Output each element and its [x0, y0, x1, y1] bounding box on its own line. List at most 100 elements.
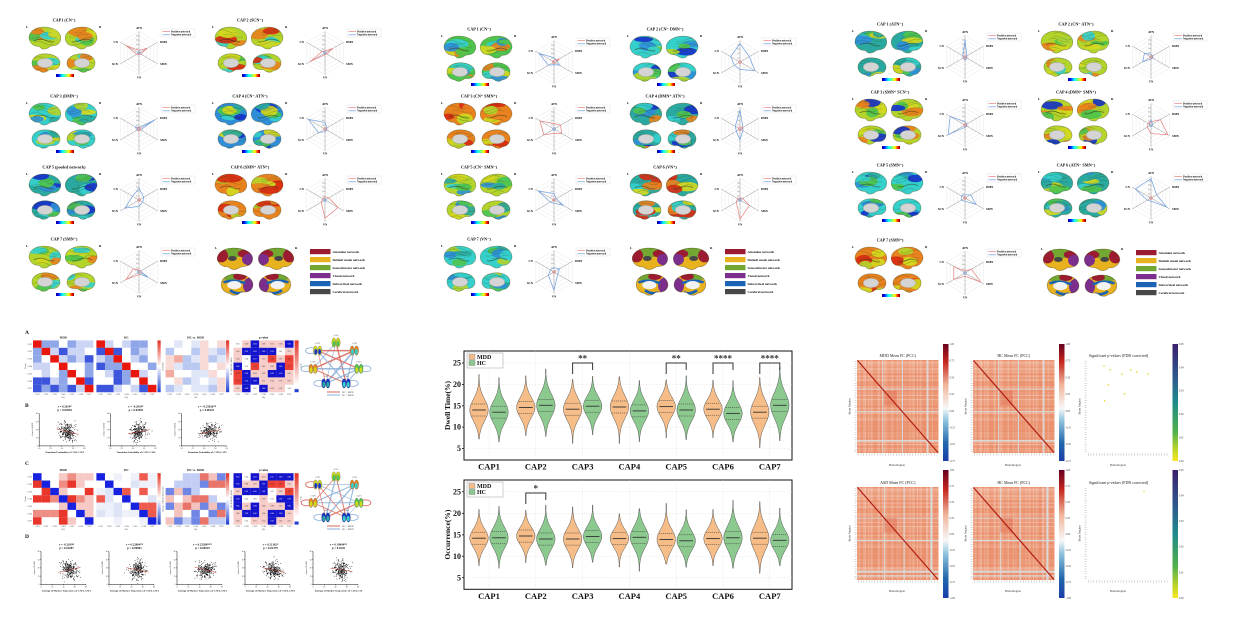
svg-text:CAP3: CAP3	[52, 525, 57, 528]
svg-text:0.8: 0.8	[322, 182, 324, 184]
svg-text:0.6: 0.6	[1148, 112, 1150, 114]
svg-text:0.04: 0.04	[1179, 495, 1184, 498]
svg-text:ATN: ATN	[737, 35, 744, 39]
svg-text:CAP2: CAP2	[27, 483, 32, 486]
svg-text:CAP6: CAP6	[210, 393, 215, 396]
svg-text:0.8: 0.8	[154, 448, 156, 450]
svg-text:0.2: 0.2	[551, 124, 553, 126]
svg-text:0.8: 0.8	[551, 44, 553, 46]
svg-text:CAP5: CAP5	[133, 525, 138, 528]
svg-text:40: 40	[242, 551, 244, 553]
svg-text:80: 80	[153, 587, 155, 589]
svg-text:10: 10	[107, 438, 109, 440]
svg-text:0.4: 0.4	[737, 191, 739, 193]
svg-text:0.075: 0.075	[262, 484, 266, 486]
svg-text:CAP3: CAP3	[356, 360, 361, 363]
svg-text:0.069: 0.069	[245, 388, 249, 390]
svg-text:0.018: 0.018	[288, 498, 292, 500]
svg-text:0.6: 0.6	[322, 116, 324, 118]
svg-text:Adjusted HAMD: Adjusted HAMD	[169, 560, 172, 574]
svg-text:Entropy of Markov Trajectories: Entropy of Markov Trajectories of CAP4-C…	[315, 589, 363, 592]
svg-text:0.098: 0.098	[262, 344, 266, 346]
svg-text:0.061: 0.061	[279, 351, 283, 353]
svg-text:SCN: SCN	[112, 209, 119, 213]
svg-text:CAP 3 (DMN⁻): CAP 3 (DMN⁻)	[50, 94, 78, 99]
svg-text:Visual network: Visual network	[748, 274, 770, 278]
svg-text:CN: CN	[300, 40, 305, 44]
svg-text:CAP1: CAP1	[35, 525, 40, 528]
svg-text:DMN: DMN	[986, 185, 994, 189]
svg-text:0.4: 0.4	[136, 191, 138, 193]
svg-text:HC vs. MDD: HC vs. MDD	[187, 468, 204, 472]
svg-text:0.071: 0.071	[288, 351, 292, 353]
svg-text:0.6: 0.6	[72, 448, 74, 450]
svg-text:0.2: 0.2	[136, 124, 138, 126]
svg-text:0: 0	[245, 587, 246, 589]
svg-text:0.063: 0.063	[279, 476, 283, 478]
svg-text:-0.50: -0.50	[1066, 443, 1072, 446]
svg-text:0.017: 0.017	[262, 381, 266, 383]
svg-text:(To): (To)	[62, 528, 66, 531]
svg-text:0.084: 0.084	[270, 513, 274, 515]
svg-text:CAP4: CAP4	[27, 365, 32, 368]
svg-text:0.2: 0.2	[322, 48, 324, 50]
svg-text:0.067: 0.067	[253, 388, 257, 390]
svg-text:-0.25: -0.25	[950, 427, 956, 430]
svg-text:VN: VN	[552, 223, 557, 227]
svg-text:VN: VN	[738, 223, 743, 227]
svg-text:SMN: SMN	[986, 134, 994, 138]
svg-text:L: L	[212, 172, 215, 176]
svg-text:0.25: 0.25	[950, 517, 955, 520]
svg-text:SCN: SCN	[713, 71, 720, 75]
svg-text:0.8: 0.8	[136, 254, 138, 256]
svg-text:CAP2: CAP2	[176, 393, 181, 396]
svg-text:CAP2: CAP2	[44, 393, 49, 396]
svg-text:HC: HC	[477, 361, 486, 367]
svg-text:0.073: 0.073	[253, 366, 257, 368]
svg-text:L: L	[441, 34, 444, 38]
svg-text:0.04: 0.04	[1179, 366, 1184, 369]
svg-text:CAP7: CAP7	[219, 525, 224, 528]
svg-text:Positive network: Positive network	[1183, 34, 1203, 37]
svg-text:Subcortical network: Subcortical network	[748, 282, 778, 286]
svg-text:0.041: 0.041	[245, 498, 249, 500]
svg-text:SCN: SCN	[527, 71, 534, 75]
svg-text:0.75: 0.75	[1066, 360, 1071, 363]
svg-text:0.2: 0.2	[551, 57, 553, 59]
svg-text:0.4: 0.4	[322, 44, 324, 46]
svg-text:CAP3: CAP3	[572, 462, 594, 472]
svg-text:Subcortical network: Subcortical network	[1159, 283, 1189, 287]
svg-text:0.2: 0.2	[49, 448, 51, 450]
svg-text:CN: CN	[529, 116, 534, 120]
svg-text:Entropy of Markov Trajectories: Entropy of Markov Trajectories	[162, 486, 165, 512]
svg-text:-0.50: -0.50	[950, 565, 956, 568]
svg-text:R: R	[1111, 97, 1114, 101]
svg-text:p = 0.02081: p = 0.02081	[57, 408, 72, 412]
svg-text:CAP1: CAP1	[35, 393, 40, 396]
svg-text:CAP3: CAP3	[253, 393, 258, 396]
svg-text:0.032: 0.032	[236, 476, 240, 478]
svg-text:0.00: 0.00	[1066, 410, 1071, 413]
svg-text:0.071: 0.071	[270, 491, 274, 493]
svg-text:(To): (To)	[194, 528, 198, 531]
svg-text:0.2: 0.2	[121, 448, 123, 450]
svg-text:SMN: SMN	[1172, 207, 1180, 211]
svg-text:0.072: 0.072	[288, 484, 292, 486]
svg-text:R: R	[295, 246, 298, 250]
svg-text:Significant p-values (FDR corr: Significant p-values (FDR corrected)	[1089, 353, 1149, 358]
svg-text:CAP 1 (ATN⁻): CAP 1 (ATN⁻)	[877, 22, 904, 27]
svg-text:CAP1: CAP1	[478, 462, 500, 472]
svg-text:CAP5: CAP5	[27, 505, 32, 508]
svg-text:0.023: 0.023	[253, 484, 257, 486]
svg-text:CN: CN	[1126, 112, 1131, 116]
svg-text:r = 0.21362*: r = 0.21362*	[263, 542, 279, 546]
svg-text:0.4: 0.4	[551, 263, 553, 265]
svg-text:0.0: 0.0	[109, 448, 111, 450]
svg-text:0.089: 0.089	[253, 381, 257, 383]
svg-text:0.056: 0.056	[245, 476, 249, 478]
svg-text:ATN: ATN	[962, 98, 969, 102]
svg-text:CN: CN	[114, 259, 119, 263]
svg-text:HC < MDD: HC < MDD	[342, 394, 354, 397]
svg-text:0.01: 0.01	[1179, 437, 1184, 440]
svg-text:R: R	[285, 172, 288, 176]
